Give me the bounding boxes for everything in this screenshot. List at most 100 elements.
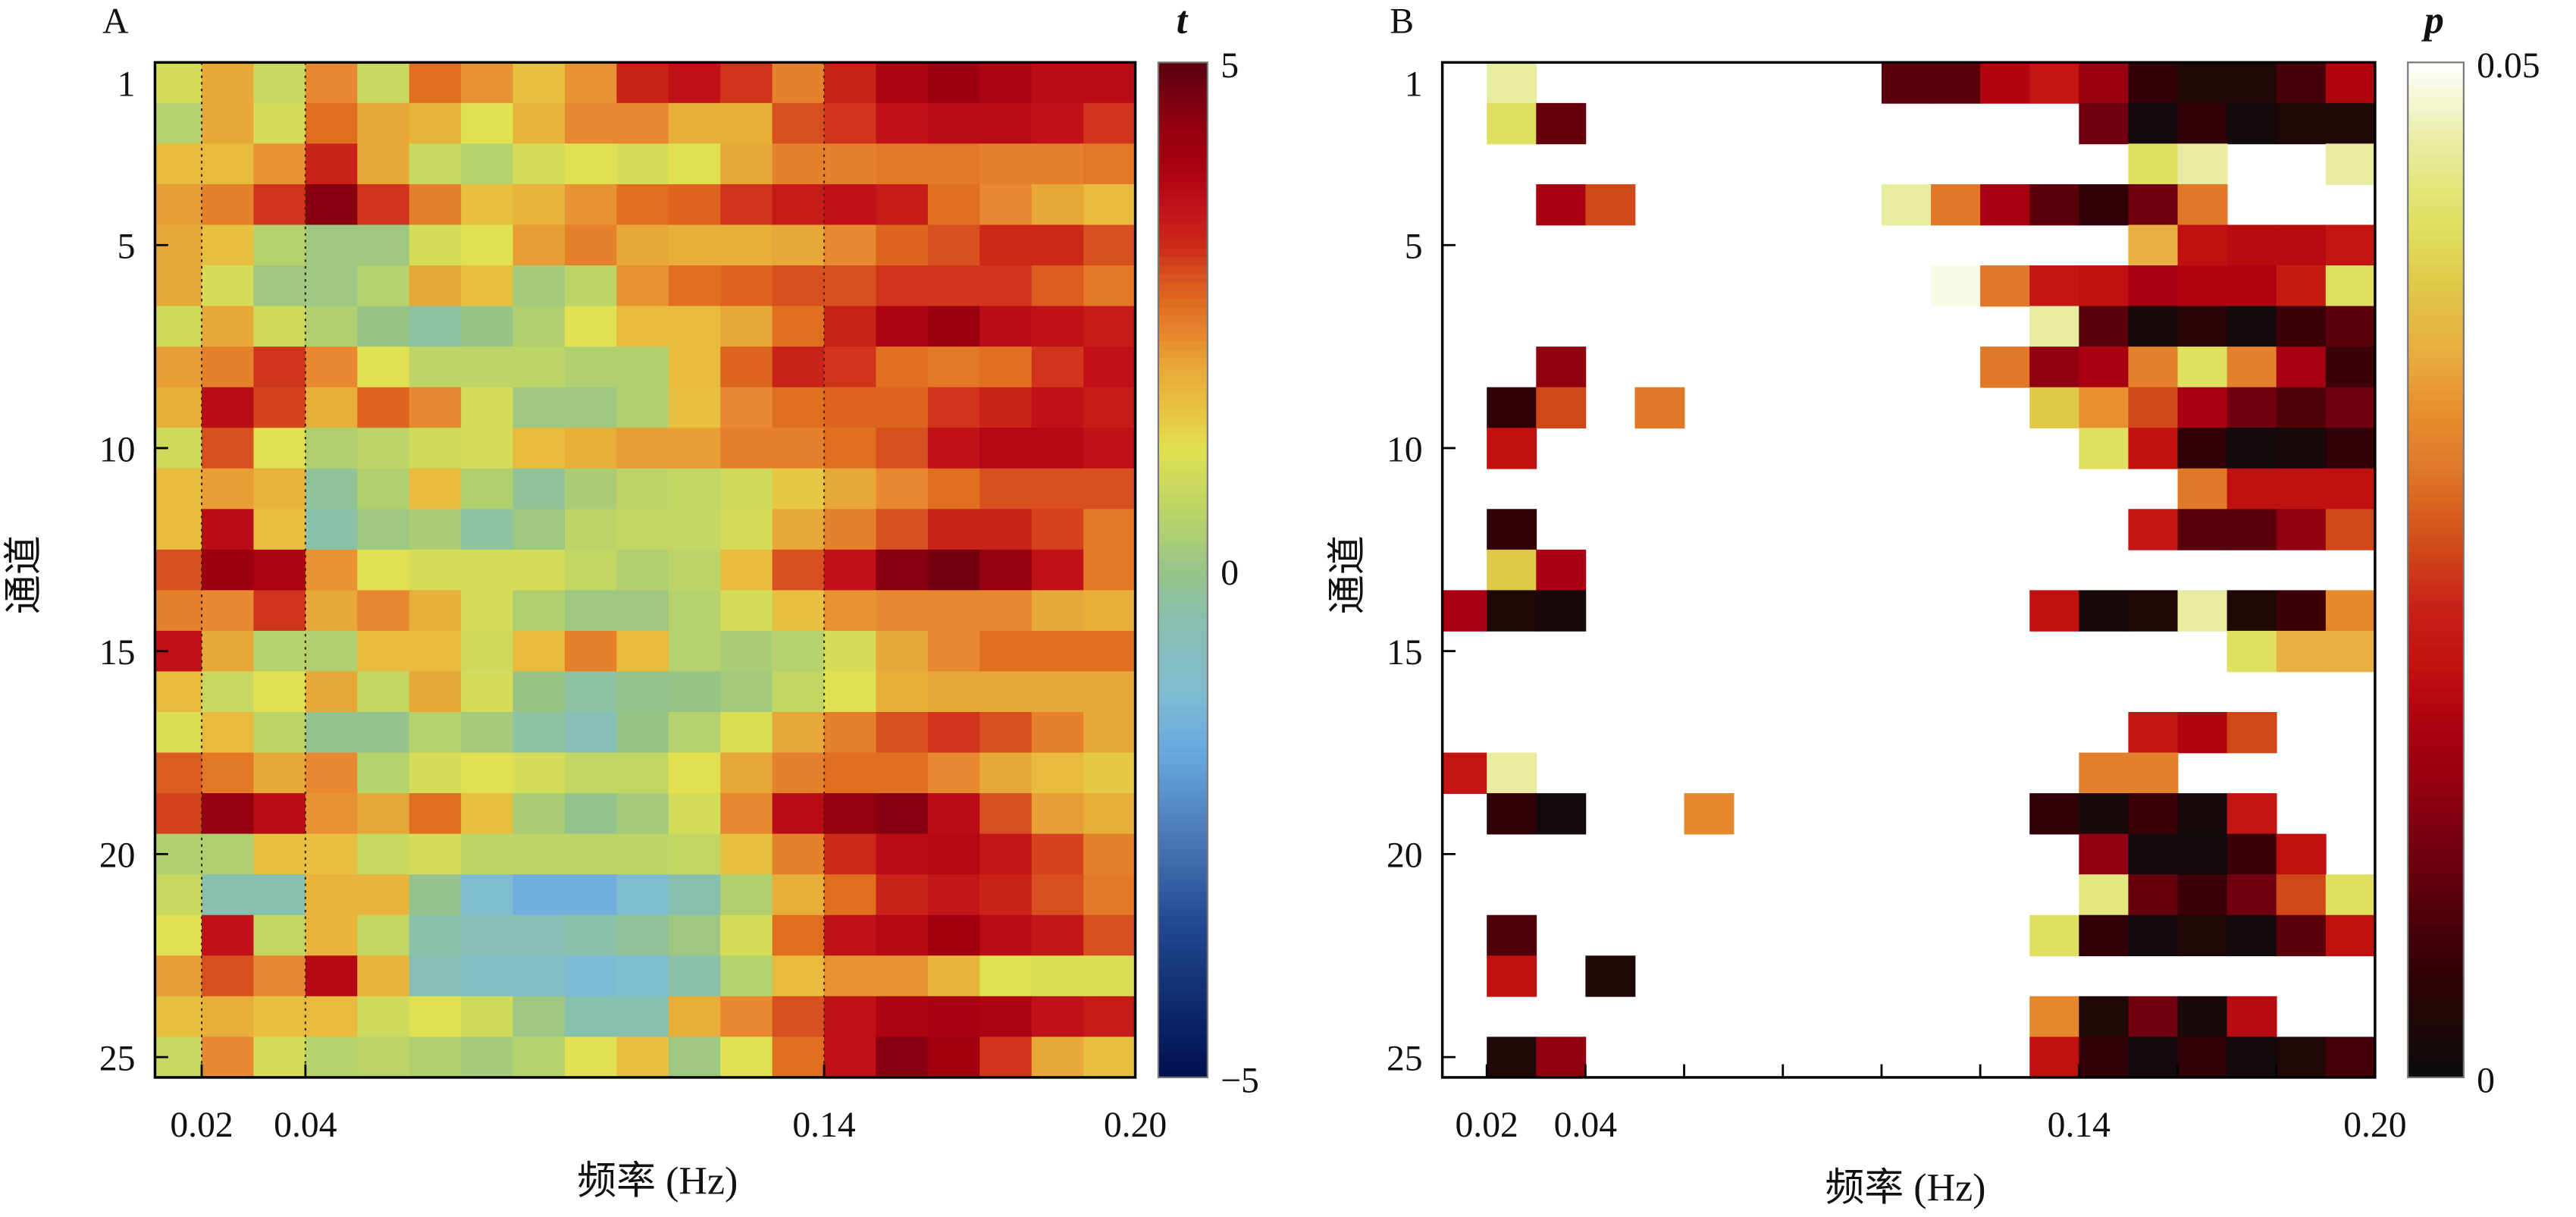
y-tick-label: 1 bbox=[1405, 64, 1423, 104]
heatmap-cell bbox=[1980, 62, 2031, 104]
heatmap-cell bbox=[1083, 590, 1136, 632]
heatmap-cell bbox=[461, 874, 514, 916]
heatmap-cell bbox=[927, 752, 981, 794]
heatmap-cell bbox=[876, 955, 929, 997]
heatmap-cell bbox=[979, 671, 1033, 713]
heatmap-cell bbox=[253, 549, 306, 591]
colorbar-segment bbox=[2408, 105, 2464, 114]
heatmap-cell bbox=[564, 468, 618, 510]
heatmap-cell bbox=[1031, 955, 1085, 997]
colorbar-segment bbox=[2408, 569, 2464, 579]
heatmap-cell bbox=[1031, 509, 1085, 550]
heatmap-cell bbox=[1083, 914, 1136, 957]
colorbar-segment bbox=[2408, 654, 2464, 664]
heatmap-cell bbox=[876, 793, 929, 835]
heatmap-cell bbox=[927, 833, 981, 876]
heatmap-cell bbox=[305, 265, 359, 307]
heatmap-cell bbox=[876, 224, 929, 266]
colorbar-segment bbox=[1158, 485, 1208, 495]
heatmap-cell bbox=[2029, 62, 2080, 104]
heatmap-cell bbox=[512, 468, 566, 510]
heatmap-cell bbox=[1487, 1037, 1537, 1078]
colorbar-segment bbox=[1158, 146, 1208, 156]
heatmap-cell bbox=[1083, 428, 1136, 469]
heatmap-cell bbox=[409, 102, 462, 145]
colorbar-segment bbox=[2408, 866, 2464, 876]
heatmap-cell bbox=[2325, 1037, 2376, 1078]
heatmap-cell bbox=[2128, 1037, 2179, 1078]
colorbar-segment bbox=[2408, 392, 2464, 402]
heatmap-cell bbox=[409, 874, 462, 916]
heatmap-cell bbox=[357, 793, 410, 835]
heatmap-cell bbox=[2079, 874, 2129, 916]
heatmap-cell bbox=[1487, 793, 1537, 835]
colorbar-segment bbox=[2408, 400, 2464, 410]
heatmap-cell bbox=[1980, 265, 2031, 307]
heatmap-cell bbox=[512, 183, 566, 226]
heatmap-cell bbox=[253, 265, 306, 307]
heatmap-cell bbox=[2227, 347, 2277, 388]
x-tick-label: 0.20 bbox=[1104, 1106, 1167, 1145]
heatmap-cell bbox=[2128, 509, 2179, 550]
heatmap-cell bbox=[155, 468, 202, 510]
x-tick-label: 0.04 bbox=[1554, 1106, 1618, 1145]
colorbar-segment bbox=[2408, 544, 2464, 554]
colorbar-segment bbox=[1158, 425, 1208, 435]
heatmap-cell bbox=[876, 671, 929, 713]
heatmap-cell bbox=[564, 752, 618, 794]
heatmap-cell bbox=[305, 1037, 359, 1078]
heatmap-cell bbox=[979, 955, 1033, 997]
heatmap-cell bbox=[1083, 712, 1136, 754]
colorbar-segment bbox=[2408, 891, 2464, 901]
heatmap-cell bbox=[155, 549, 202, 591]
colorbar-segment bbox=[1158, 705, 1208, 715]
heatmap-cell bbox=[876, 347, 929, 388]
heatmap-cell bbox=[2276, 387, 2327, 429]
colorbar-segment bbox=[1158, 256, 1208, 266]
heatmap-cell bbox=[772, 1037, 825, 1078]
heatmap-cell bbox=[979, 833, 1033, 876]
heatmap-cell bbox=[824, 630, 877, 673]
heatmap-cell bbox=[2177, 833, 2228, 876]
heatmap-cell bbox=[2079, 590, 2129, 632]
heatmap-cell bbox=[564, 996, 618, 1038]
heatmap-cell bbox=[1585, 183, 1636, 226]
heatmap-cell bbox=[1487, 955, 1537, 997]
colorbar-segment bbox=[2408, 553, 2464, 563]
heatmap-cell bbox=[409, 914, 462, 957]
heatmap-cell bbox=[1083, 874, 1136, 916]
heatmap-cell bbox=[305, 183, 359, 226]
panel-a-label: A bbox=[102, 2, 129, 41]
x-tick-label: 0.14 bbox=[792, 1106, 856, 1145]
colorbar-segment bbox=[2408, 79, 2464, 89]
colorbar-segment bbox=[2408, 1009, 2464, 1019]
heatmap-cell bbox=[1031, 712, 1085, 754]
colorbar-segment bbox=[1158, 1043, 1208, 1053]
heatmap-cell bbox=[2029, 347, 2080, 388]
panel-b-label: B bbox=[1390, 2, 1414, 41]
heatmap-cell bbox=[1442, 590, 1488, 632]
heatmap-cell bbox=[305, 387, 359, 429]
heatmap-cell bbox=[1031, 874, 1085, 916]
heatmap-cell bbox=[1031, 183, 1085, 226]
heatmap-cell bbox=[927, 183, 981, 226]
colorbar-segment bbox=[1158, 535, 1208, 546]
heatmap-cell bbox=[2029, 914, 2080, 957]
heatmap-cell bbox=[461, 183, 514, 226]
heatmap-cell bbox=[2177, 183, 2228, 226]
heatmap-cell bbox=[2276, 428, 2327, 469]
heatmap-cell bbox=[2227, 509, 2277, 550]
heatmap-cell bbox=[512, 1037, 566, 1078]
heatmap-cell bbox=[668, 347, 722, 388]
colorbar-segment bbox=[1158, 950, 1208, 960]
colorbar-segment bbox=[1158, 823, 1208, 833]
colorbar-segment bbox=[2408, 341, 2464, 351]
heatmap-cell bbox=[564, 183, 618, 226]
heatmap-cell bbox=[668, 996, 722, 1038]
colorbar-segment bbox=[2408, 468, 2464, 478]
heatmap-cell bbox=[461, 671, 514, 713]
heatmap-cell bbox=[1083, 387, 1136, 429]
colorbar-segment bbox=[2408, 933, 2464, 943]
